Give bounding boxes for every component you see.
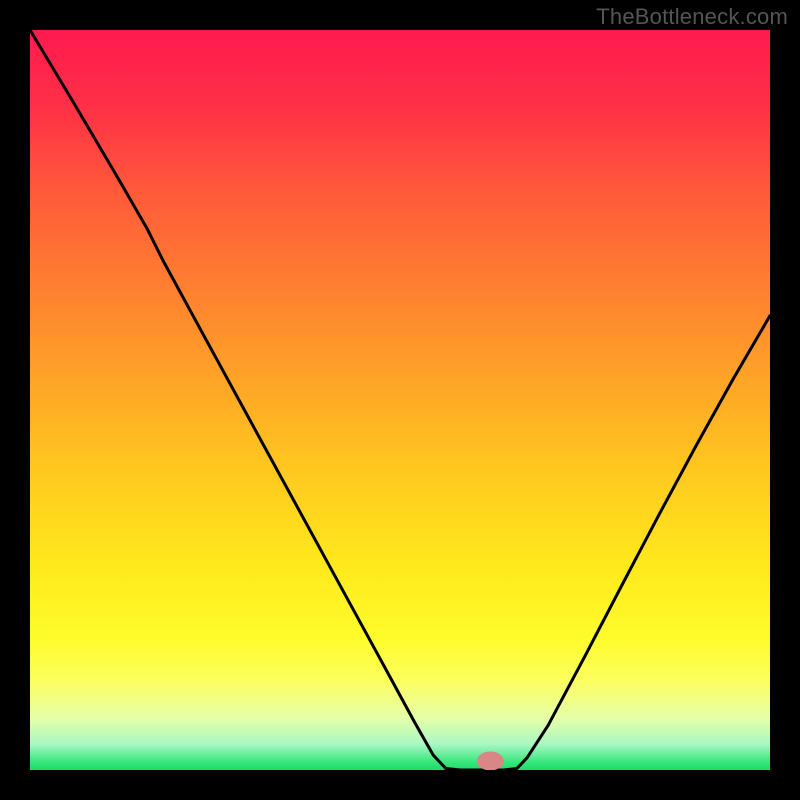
bottleneck-chart (30, 30, 770, 770)
chart-svg (30, 30, 770, 770)
chart-container: TheBottleneck.com (0, 0, 800, 800)
optimal-marker (477, 752, 503, 770)
watermark-text: TheBottleneck.com (596, 4, 788, 30)
gradient-background (30, 30, 770, 770)
